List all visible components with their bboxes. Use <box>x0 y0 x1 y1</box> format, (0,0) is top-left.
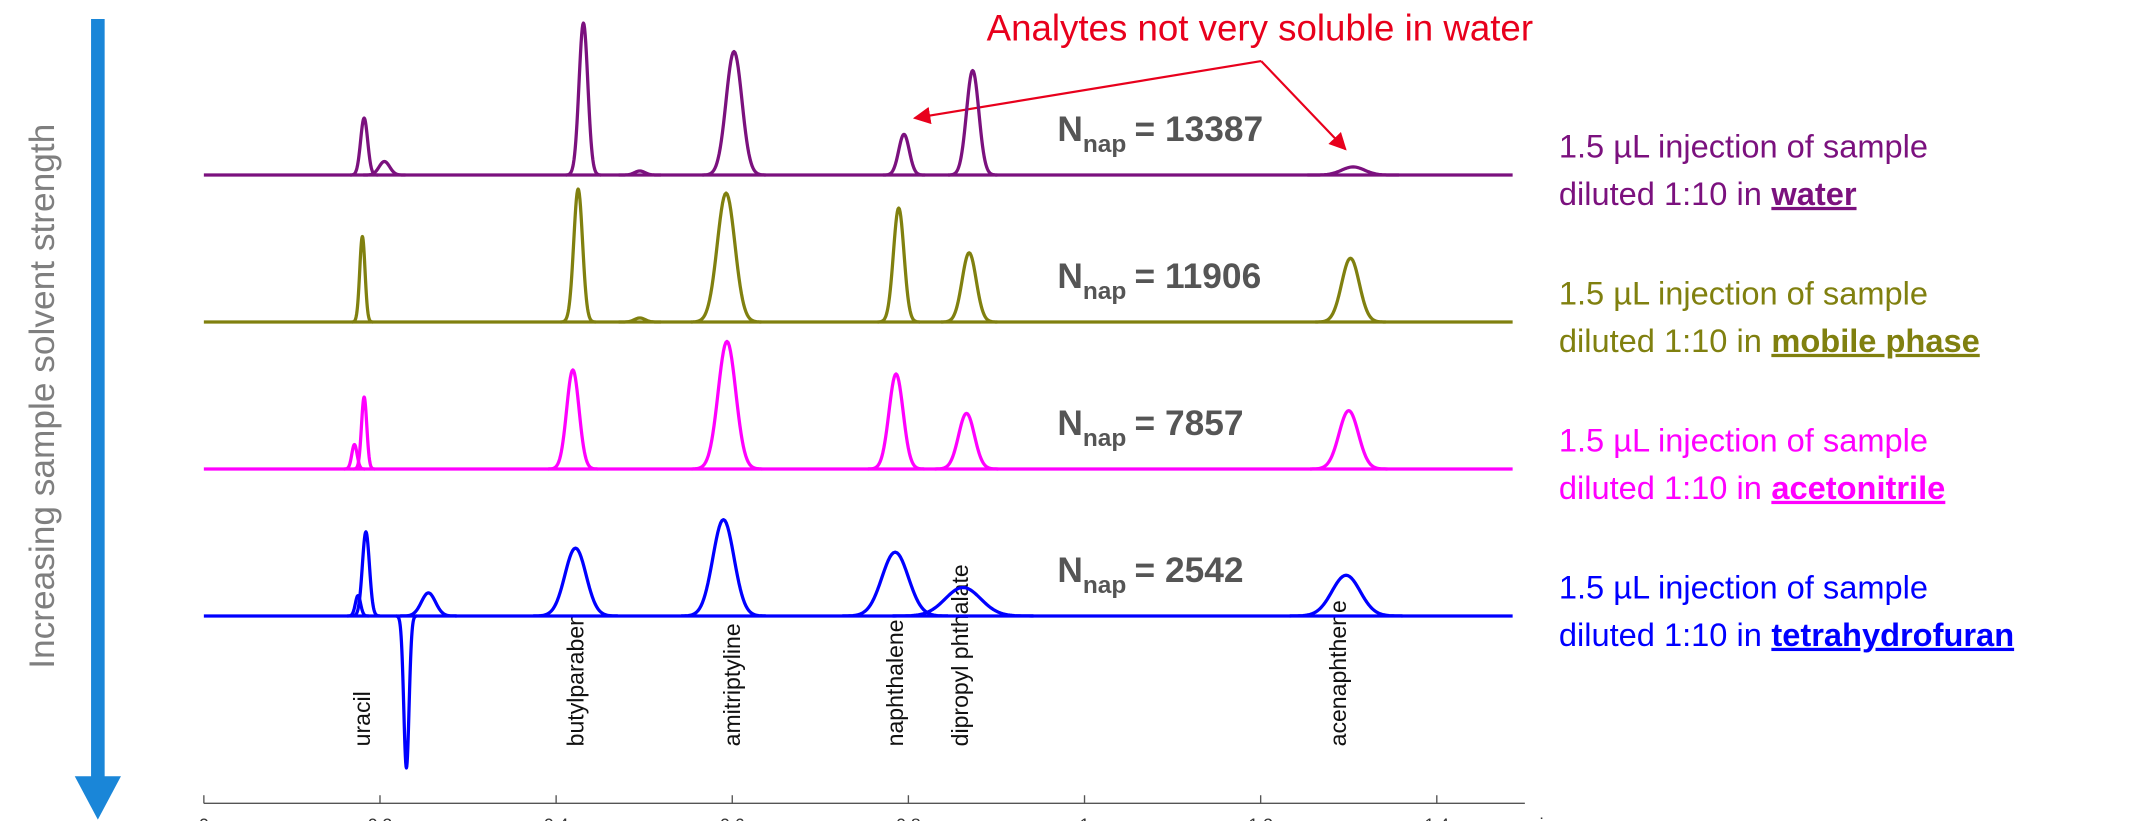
plate-count: Nnap = 7857 <box>1057 404 1243 452</box>
plate-value: = 7857 <box>1135 404 1244 443</box>
plate-count: Nnap = 13387 <box>1057 110 1263 158</box>
peak <box>1309 409 1388 471</box>
x-tick-label: 0 <box>199 815 209 821</box>
annotation-arrows <box>912 59 1347 151</box>
legend-name: acetonitrile <box>1771 469 1945 506</box>
trace <box>203 21 1513 177</box>
description: diluted 1:10 in acetonitrile <box>1559 469 1945 506</box>
peak <box>559 187 597 324</box>
legend-name: water <box>1770 175 1856 212</box>
description: diluted 1:10 in water <box>1559 175 1857 212</box>
x-axis-label: min <box>1525 815 1553 821</box>
plate-value: = 11906 <box>1135 257 1262 296</box>
annotation: Analytes not very soluble in water <box>987 8 1533 49</box>
x-tick-label: 0.6 <box>720 815 745 821</box>
peak <box>690 191 762 324</box>
description-line: diluted 1:10 in <box>1559 175 1762 212</box>
description-line: diluted 1:10 in <box>1559 469 1762 506</box>
peak <box>1289 573 1403 618</box>
side-label: Increasing sample solvent strength <box>23 124 62 669</box>
description: 1.5 µL injection of sample <box>1559 127 1928 164</box>
trace <box>203 517 1513 770</box>
plate-symbol: N <box>1057 110 1083 149</box>
peak <box>680 517 766 618</box>
peak <box>934 411 999 471</box>
plate-subscript: nap <box>1083 131 1126 158</box>
analyte-label: butylparaben <box>562 613 588 746</box>
peak <box>947 68 999 177</box>
peak <box>617 316 662 324</box>
x-tick-label: 1.2 <box>1248 815 1273 821</box>
peak <box>691 339 763 471</box>
description-line: diluted 1:10 in <box>1559 616 1762 653</box>
plate-value: = 13387 <box>1135 110 1264 149</box>
peak <box>394 614 419 770</box>
plot: 0 0.2 0.4 0.6 0.8 1 1.2 1.4 min uracil butylparabe… <box>199 21 2014 821</box>
description: 1.5 µL injection of sample <box>1559 274 1928 311</box>
x-tick-label: 1 <box>1080 815 1090 821</box>
analyte-label: naphthalene <box>882 619 908 746</box>
peak <box>362 159 407 177</box>
peak <box>547 368 599 471</box>
analyte-label: acenaphthene <box>1325 600 1351 746</box>
plate-value: = 2542 <box>1135 551 1244 590</box>
plate-subscript: nap <box>1083 425 1126 452</box>
plate-subscript: nap <box>1083 572 1126 599</box>
plate-symbol: N <box>1057 551 1083 590</box>
peak <box>342 442 367 471</box>
description: diluted 1:10 in mobile phase <box>1559 322 1980 359</box>
plate-count: Nnap = 2542 <box>1057 551 1243 599</box>
x-tick-label: 0.8 <box>896 815 921 821</box>
peak <box>348 116 380 177</box>
trace <box>203 187 1513 324</box>
analyte-label: uracil <box>349 691 375 746</box>
peak <box>1307 165 1400 177</box>
description: 1.5 µL injection of sample <box>1559 568 1928 605</box>
peak <box>350 234 375 324</box>
plate-symbol: N <box>1057 404 1083 443</box>
peak <box>876 206 921 324</box>
peak <box>881 132 927 177</box>
plate-symbol: N <box>1057 257 1083 296</box>
description: diluted 1:10 in tetrahydrofuran <box>1559 616 2014 653</box>
x-tick-label: 0.2 <box>368 815 393 821</box>
peak <box>350 530 382 618</box>
legend-name: mobile phase <box>1771 322 1979 359</box>
peak <box>892 585 1034 618</box>
trace <box>203 339 1513 471</box>
peak <box>564 21 603 177</box>
x-tick-label: 0.4 <box>544 815 569 821</box>
peak <box>617 169 662 177</box>
peak <box>867 372 925 471</box>
peak <box>346 593 370 618</box>
peak <box>352 395 376 471</box>
peak <box>842 550 949 618</box>
analyte-label: amitriptyline <box>719 623 745 746</box>
plate-subscript: nap <box>1083 278 1126 305</box>
side-arrow <box>74 18 121 820</box>
plate-count: Nnap = 11906 <box>1057 257 1261 305</box>
description: 1.5 µL injection of sample <box>1559 421 1928 458</box>
peak <box>533 546 618 618</box>
legend-name: tetrahydrofuran <box>1771 616 2014 653</box>
peak <box>940 251 999 324</box>
peak <box>701 49 767 177</box>
description-line: diluted 1:10 in <box>1559 322 1762 359</box>
peak <box>399 591 458 618</box>
peak <box>1314 256 1387 324</box>
x-tick-label: 1.4 <box>1425 815 1450 821</box>
